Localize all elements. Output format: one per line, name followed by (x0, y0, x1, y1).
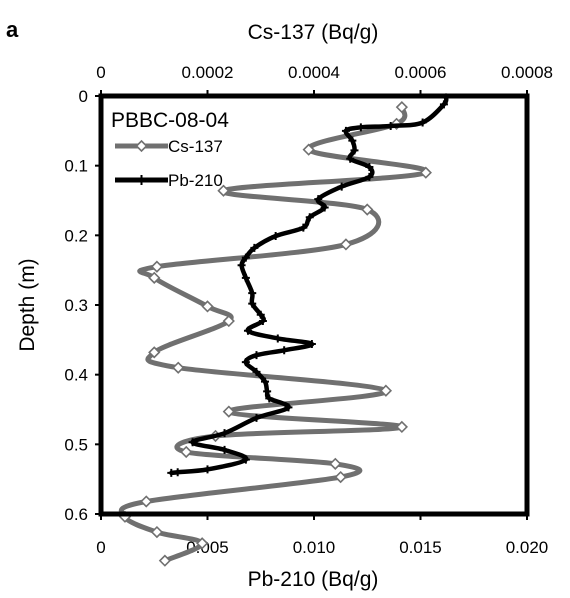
cs137-point (150, 260, 164, 273)
y-tick-label: 0.5 (64, 435, 88, 454)
cs137-point (361, 203, 374, 216)
cs137-point (217, 184, 230, 197)
pb210-point (350, 146, 359, 155)
pb210-point (386, 121, 395, 130)
cs137-point (222, 405, 235, 418)
pb210-point (314, 195, 323, 204)
bottom-tick-label: 0 (96, 538, 105, 557)
cs137-point (222, 314, 235, 328)
pb210-point (305, 213, 314, 222)
bottom-tick-labels: 0 0.005 0.010 0.015 0.020 (96, 538, 548, 557)
bottom-axis-title: Pb-210 (Bq/g) (248, 568, 379, 591)
y-tick-label: 0.2 (64, 226, 88, 245)
cs137-point (150, 525, 164, 539)
top-tick-label: 0 (96, 63, 105, 82)
pb210-point (188, 438, 197, 447)
cs137-point (196, 537, 209, 550)
pb210-point (265, 394, 274, 403)
pb210-point (263, 387, 272, 396)
legend: PBBC-08-04 Cs-137 Pb-210 (111, 109, 229, 190)
top-tick-label: 0.0008 (501, 63, 553, 82)
pb210-point (280, 346, 289, 355)
pb210-point (241, 455, 250, 464)
pb210-point (337, 182, 346, 191)
pb210-point (248, 289, 257, 298)
series-pb210 (167, 93, 451, 477)
top-axis-title: Cs-137 (Bq/g) (248, 21, 379, 44)
cs137-point (140, 495, 153, 508)
cs137-point (395, 101, 408, 114)
pb210-point (356, 123, 365, 132)
top-tick-label: 0.0004 (288, 63, 340, 82)
y-tick-label: 0.3 (64, 296, 88, 315)
pb210-point (252, 413, 261, 422)
y-tick-label: 0.1 (64, 157, 88, 176)
top-tick-labels: 0 0.0002 0.0004 0.0006 0.0008 (96, 63, 553, 82)
cs137-point (148, 271, 161, 284)
pb210-point (299, 223, 308, 232)
bottom-tick-label: 0.010 (293, 538, 336, 557)
tick-marks (95, 90, 528, 520)
plot-frame (98, 93, 530, 517)
pb210-point (243, 326, 252, 335)
pb210-point (237, 261, 246, 270)
pb210-point (220, 429, 229, 438)
pb210-point (273, 334, 282, 343)
pb210-point (252, 367, 261, 376)
cs137-point (339, 238, 353, 251)
cs137-point (158, 554, 172, 567)
pb210-point (261, 377, 270, 386)
pb210-point (439, 100, 448, 109)
cs137-point (395, 420, 408, 434)
pb210-point (258, 317, 267, 326)
cs137-line (118, 104, 430, 564)
pb210-point (341, 126, 350, 135)
legend-marker-pb210 (136, 175, 147, 185)
pb210-point (220, 445, 229, 454)
pb210-point (346, 154, 355, 163)
bottom-tick-label: 0.015 (399, 538, 442, 557)
pb210-point (241, 358, 250, 367)
pb210-point (418, 118, 427, 127)
y-tick-label: 0.4 (64, 366, 88, 385)
cs137-point (172, 361, 185, 374)
series-cs137 (118, 101, 432, 567)
pb210-point (365, 163, 374, 172)
pb210-point (271, 232, 280, 241)
cs137-point (180, 445, 193, 459)
pb210-point (250, 243, 259, 252)
pb210-point (307, 340, 316, 349)
cs137-point (302, 143, 315, 156)
cs137-point (334, 470, 347, 484)
pb210-point (348, 136, 357, 145)
legend-label-cs137: Cs-137 (168, 137, 223, 156)
pb210-point (320, 203, 329, 212)
panel-label: a (6, 17, 19, 42)
pb210-point (256, 310, 265, 319)
bottom-tick-label: 0.020 (506, 538, 549, 557)
top-tick-label: 0.0002 (182, 63, 234, 82)
y-tick-label: 0.6 (64, 505, 88, 524)
y-axis-title: Depth (m) (16, 258, 39, 351)
cs137-point (201, 300, 214, 313)
pb210-point (241, 253, 250, 262)
cs137-point (379, 384, 393, 397)
cs137-point (148, 346, 161, 359)
cs137-point (419, 166, 432, 179)
pb210-point (365, 172, 374, 181)
legend-marker-cs137 (135, 139, 148, 153)
pb210-point (284, 403, 293, 412)
pb210-point (203, 465, 212, 474)
top-tick-label: 0.0006 (395, 63, 447, 82)
y-tick-labels: 0 0.1 0.2 0.3 0.4 0.5 0.6 (64, 87, 88, 524)
y-tick-label: 0 (79, 87, 88, 106)
pb210-point (167, 468, 176, 477)
legend-title: PBBC-08-04 (111, 109, 229, 132)
cs137-point (329, 457, 342, 470)
pb210-point (252, 351, 261, 360)
pb210-point (248, 299, 257, 308)
pb210-point (241, 273, 250, 282)
legend-label-pb210: Pb-210 (168, 171, 223, 190)
